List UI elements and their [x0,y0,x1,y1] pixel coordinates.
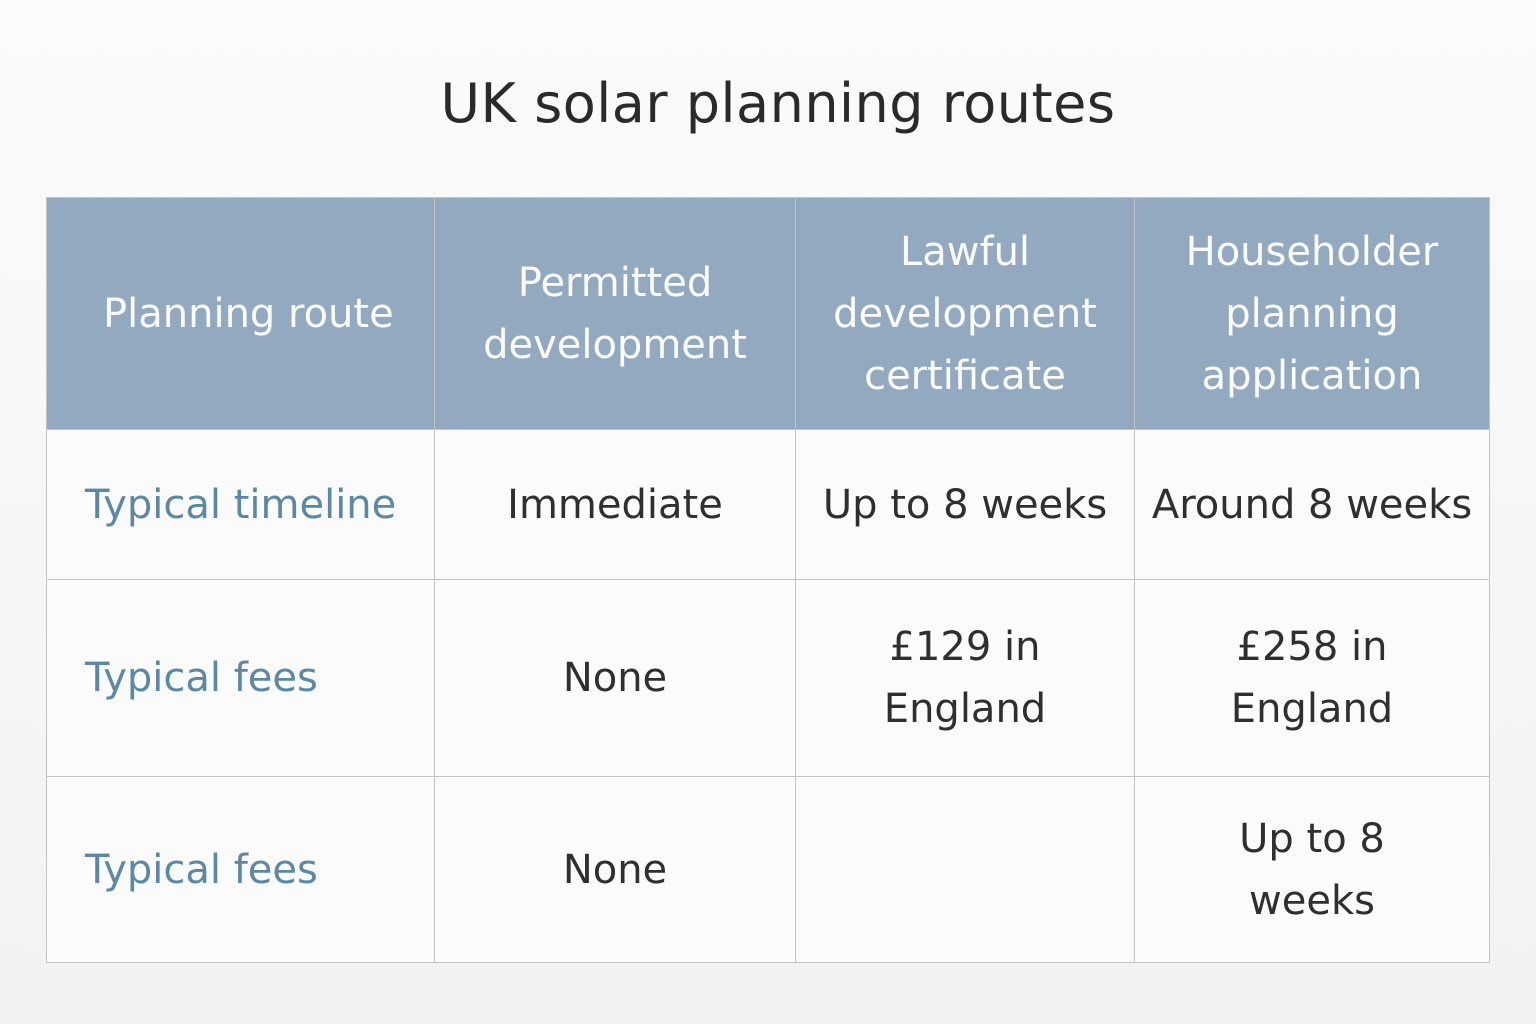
table-cell: None [434,776,796,963]
table-cell: Up to 8 weeks [1134,776,1490,963]
row-label: Typical timeline [46,429,435,580]
header-row: Planning route Permitted development Law… [46,197,1490,430]
table-row: Typical fees None Up to 8 weeks [46,776,1490,963]
row-label: Typical fees [46,776,435,963]
table-row: Typical timeline Immediate Up to 8 weeks… [46,429,1490,580]
header-permitted-development: Permitted development [434,197,796,430]
row-label: Typical fees [46,579,435,777]
header-householder-planning-application: Householder planning application [1134,197,1490,430]
page-title: UK solar planning routes [440,72,1116,135]
planning-routes-table: Planning route Permitted development Law… [46,197,1490,963]
header-lawful-development-certificate: Lawful development certificate [795,197,1135,430]
table-cell: Up to 8 weeks [795,429,1135,580]
table-cell: £258 in England [1134,579,1490,777]
table-cell [795,776,1135,963]
table-cell: Immediate [434,429,796,580]
table-cell: None [434,579,796,777]
table-row: Typical fees None £129 in England £258 i… [46,579,1490,777]
table-cell: £129 in England [795,579,1135,777]
table-cell: Around 8 weeks [1134,429,1490,580]
header-planning-route: Planning route [46,197,435,430]
